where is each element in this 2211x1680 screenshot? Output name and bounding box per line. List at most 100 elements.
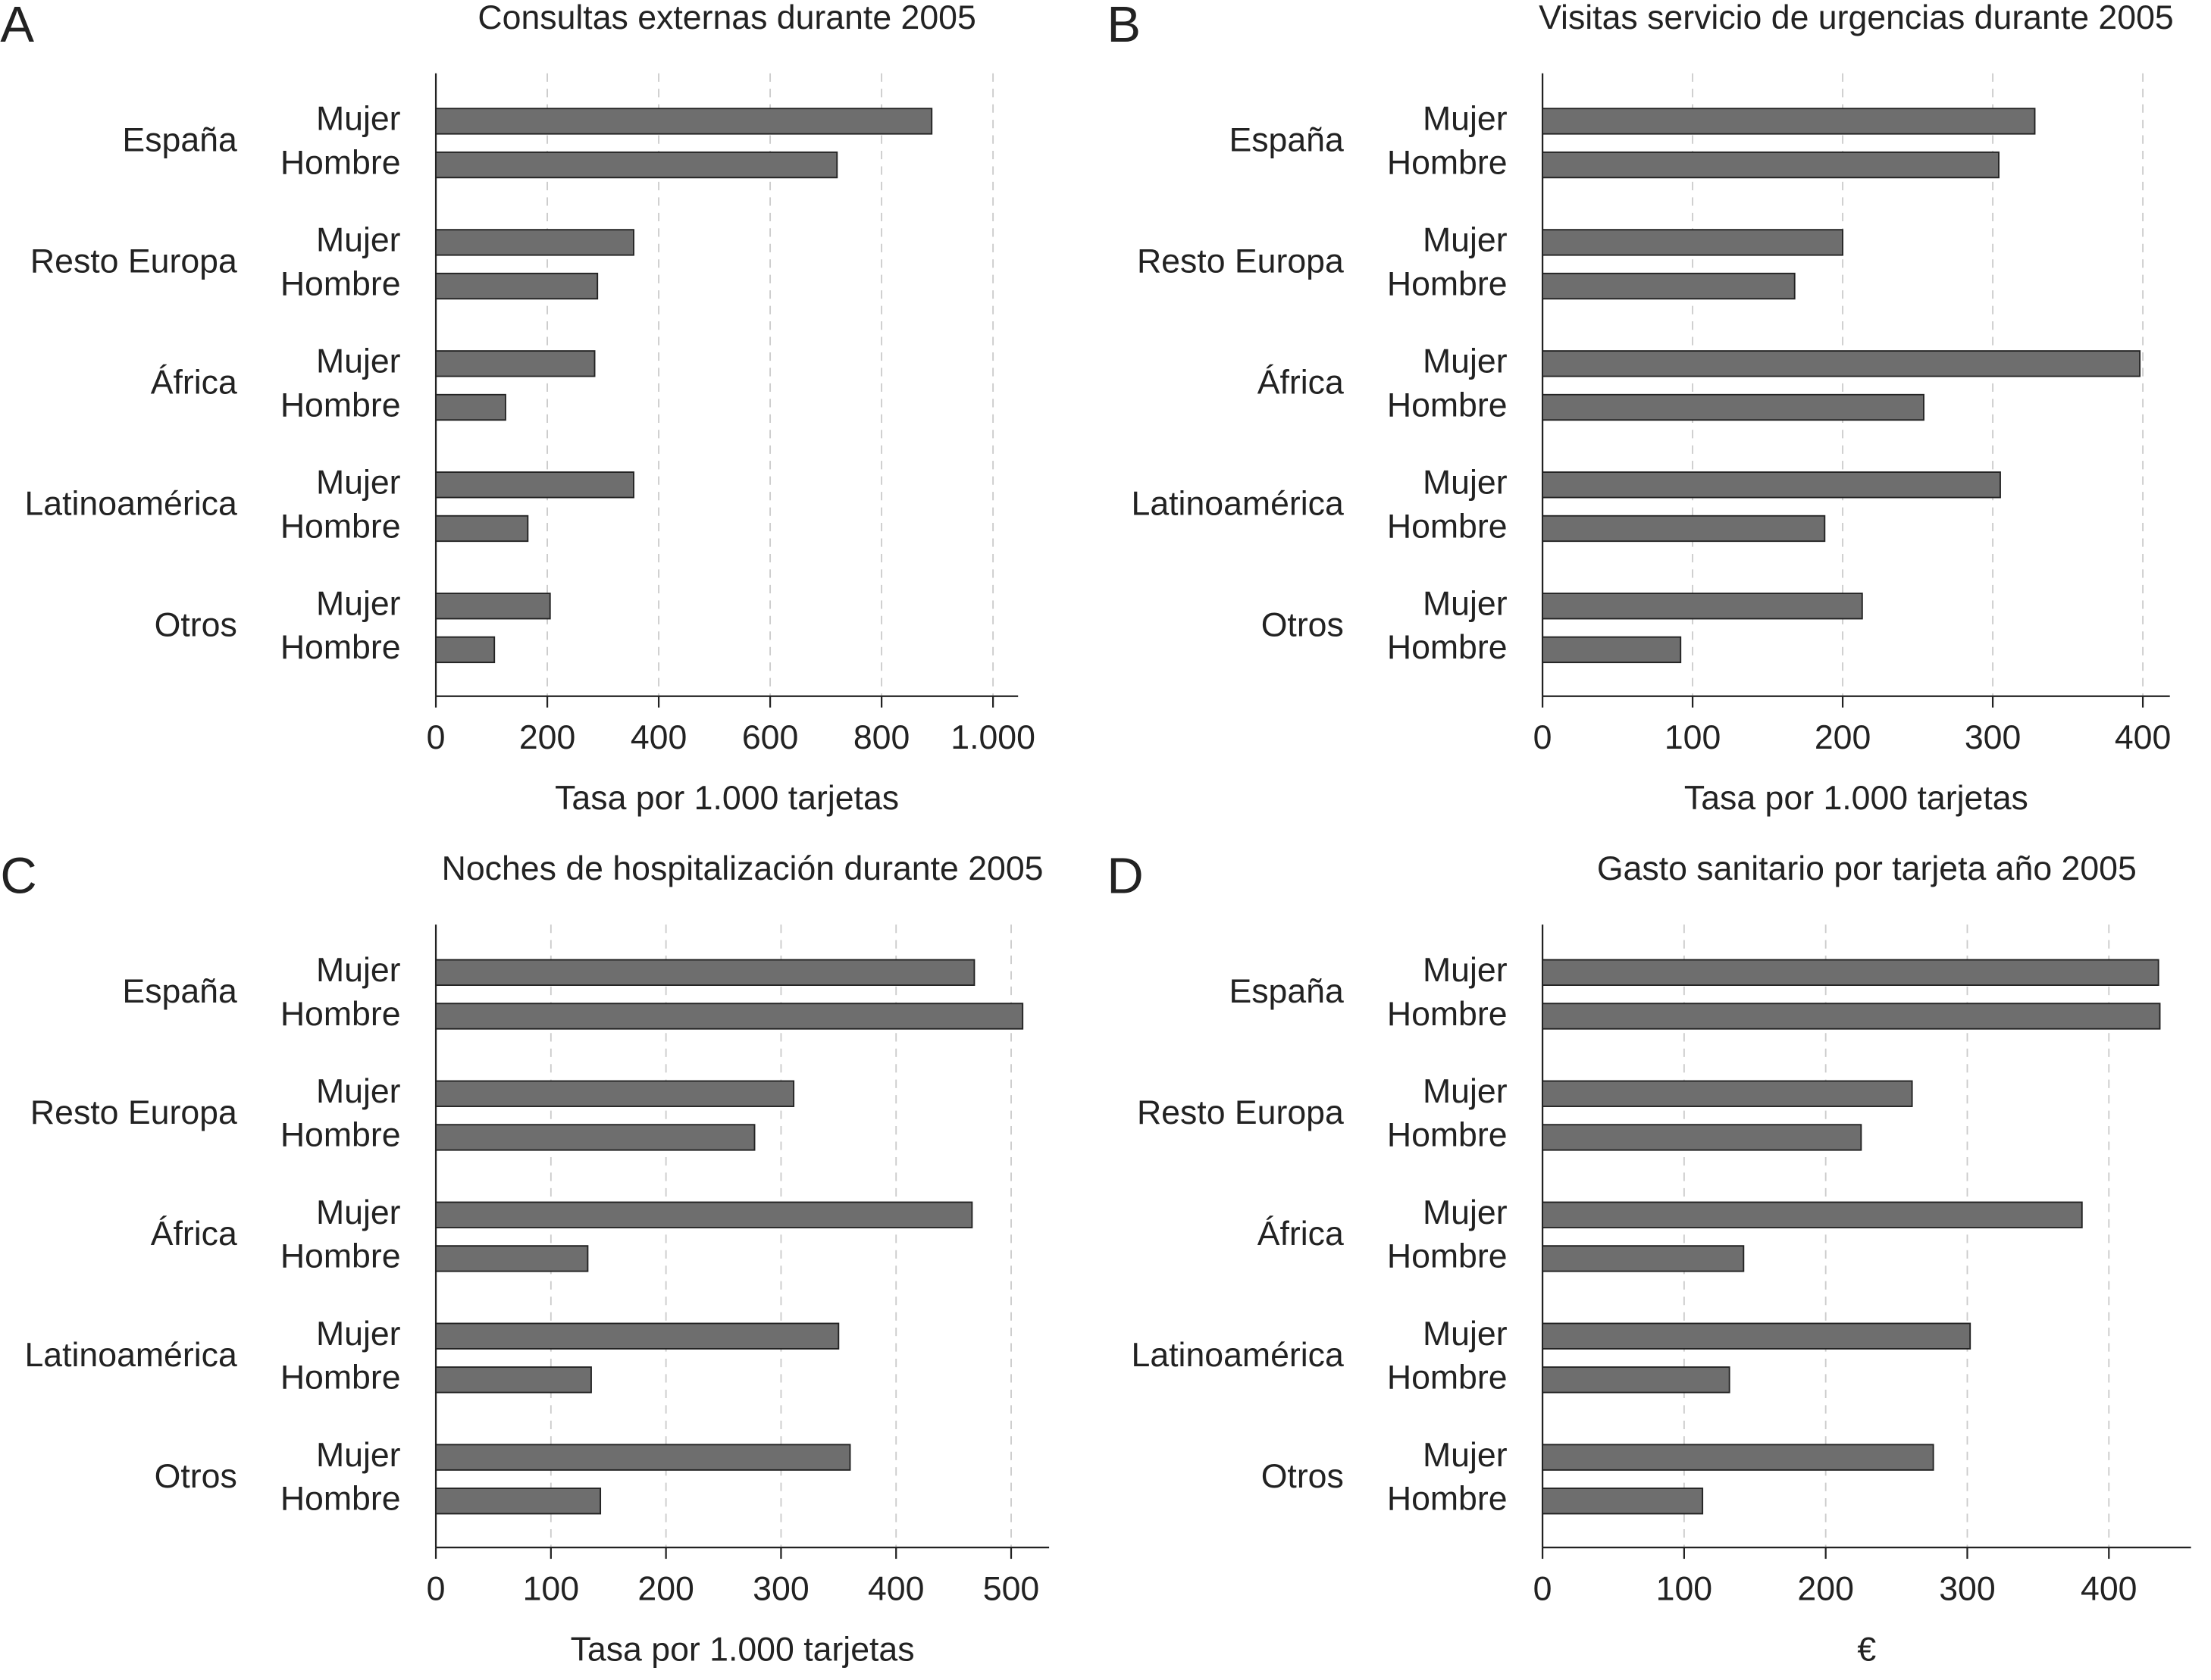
- bar: [435, 393, 506, 421]
- category-label: Resto Europa: [1137, 243, 1344, 280]
- chart-title: Gasto sanitario por tarjeta año 2005: [1597, 850, 2137, 887]
- series-label: Mujer: [316, 1437, 401, 1474]
- bar: [1542, 393, 1924, 421]
- bar: [1542, 515, 1826, 543]
- series-label: Hombre: [280, 1238, 401, 1275]
- chart-title: Visitas servicio de urgencias durante 20…: [1539, 0, 2174, 36]
- x-tick-label: 400: [868, 1571, 924, 1608]
- x-tick-label: 200: [1815, 719, 1871, 756]
- bar: [1542, 1245, 1745, 1272]
- series-label: Mujer: [1423, 1437, 1508, 1474]
- category-label: Resto Europa: [1137, 1094, 1344, 1131]
- category-label: Otros: [1261, 1458, 1344, 1495]
- x-tick-label: 100: [1656, 1571, 1712, 1608]
- x-tick-label: 400: [631, 719, 687, 756]
- bar: [435, 1322, 840, 1350]
- x-tick-label: 0: [1533, 719, 1552, 756]
- category-label: Resto Europa: [30, 243, 237, 280]
- series-label: Mujer: [316, 343, 401, 380]
- series-label: Mujer: [316, 222, 401, 259]
- series-label: Mujer: [1423, 1194, 1508, 1231]
- bar: [435, 1201, 973, 1228]
- bar: [1542, 593, 1863, 620]
- panel-letter: D: [1107, 847, 1143, 904]
- panel-letter: A: [0, 0, 34, 53]
- category-label: Resto Europa: [30, 1094, 237, 1131]
- x-tick-label: 0: [427, 719, 446, 756]
- series-label: Mujer: [316, 1194, 401, 1231]
- category-label: Otros: [155, 606, 237, 643]
- panel-letter: C: [0, 847, 36, 904]
- category-label: Latinoamérica: [1132, 1337, 1344, 1374]
- x-tick-label: 1.000: [950, 719, 1035, 756]
- bar: [1542, 1444, 1934, 1471]
- bar: [435, 108, 933, 135]
- bar: [1542, 636, 1682, 664]
- series-label: Hombre: [280, 508, 401, 545]
- series-label: Hombre: [280, 265, 401, 302]
- x-tick-label: 400: [2115, 719, 2171, 756]
- bar: [1542, 1003, 2161, 1030]
- bar: [435, 1366, 592, 1394]
- bar: [1542, 151, 2000, 179]
- x-tick-label: 100: [1665, 719, 1721, 756]
- chart-title: Consultas externas durante 2005: [478, 0, 976, 36]
- series-label: Hombre: [1387, 1117, 1508, 1154]
- series-label: Mujer: [316, 1073, 401, 1110]
- x-tick-label: 0: [427, 1571, 446, 1608]
- x-tick-label: 200: [519, 719, 575, 756]
- bar: [435, 272, 599, 300]
- category-label: África: [1257, 364, 1344, 402]
- x-axis-label: €: [1857, 1632, 1876, 1669]
- series-label: Mujer: [1423, 952, 1508, 989]
- series-label: Mujer: [316, 586, 401, 623]
- category-label: España: [1229, 122, 1344, 159]
- series-label: Hombre: [1387, 265, 1508, 302]
- bar: [1542, 959, 2159, 986]
- bar: [435, 515, 529, 543]
- series-label: Hombre: [1387, 144, 1508, 181]
- x-axis-label: Tasa por 1.000 tarjetas: [571, 1632, 915, 1669]
- x-tick-label: 500: [983, 1571, 1039, 1608]
- bar: [1542, 1366, 1730, 1394]
- series-label: Hombre: [280, 629, 401, 666]
- bar: [1542, 229, 1844, 256]
- bar: [1542, 471, 2001, 499]
- bar: [435, 229, 634, 256]
- series-label: Mujer: [316, 1316, 401, 1353]
- series-label: Hombre: [280, 996, 401, 1033]
- bar: [435, 1124, 756, 1151]
- category-label: Latinoamérica: [24, 486, 236, 523]
- series-label: Mujer: [316, 465, 401, 502]
- bar: [1542, 1124, 1862, 1151]
- x-axis-label: Tasa por 1.000 tarjetas: [1684, 780, 2028, 817]
- x-tick-label: 0: [1533, 1571, 1552, 1608]
- x-tick-label: 300: [1939, 1571, 1995, 1608]
- series-label: Mujer: [1423, 1073, 1508, 1110]
- bar: [1542, 1322, 1971, 1350]
- bar: [1542, 1488, 1704, 1515]
- bar: [435, 636, 496, 664]
- series-label: Hombre: [1387, 1359, 1508, 1397]
- x-tick-label: 400: [2081, 1571, 2137, 1608]
- series-label: Hombre: [280, 1117, 401, 1154]
- bar: [435, 593, 551, 620]
- bar: [1542, 108, 2036, 135]
- series-label: Hombre: [1387, 629, 1508, 666]
- bar: [1542, 1080, 1913, 1107]
- x-tick-label: 800: [853, 719, 910, 756]
- category-label: África: [151, 364, 237, 402]
- series-label: Hombre: [280, 144, 401, 181]
- x-tick-label: 200: [637, 1571, 694, 1608]
- category-label: Latinoamérica: [1132, 486, 1344, 523]
- bar: [435, 1003, 1024, 1030]
- x-tick-label: 100: [523, 1571, 579, 1608]
- series-label: Hombre: [280, 1359, 401, 1397]
- category-label: África: [151, 1215, 237, 1253]
- x-tick-label: 300: [753, 1571, 809, 1608]
- x-axis-label: Tasa por 1.000 tarjetas: [555, 780, 899, 817]
- bar: [435, 1444, 851, 1471]
- bar: [1542, 272, 1796, 300]
- series-label: Mujer: [1423, 586, 1508, 623]
